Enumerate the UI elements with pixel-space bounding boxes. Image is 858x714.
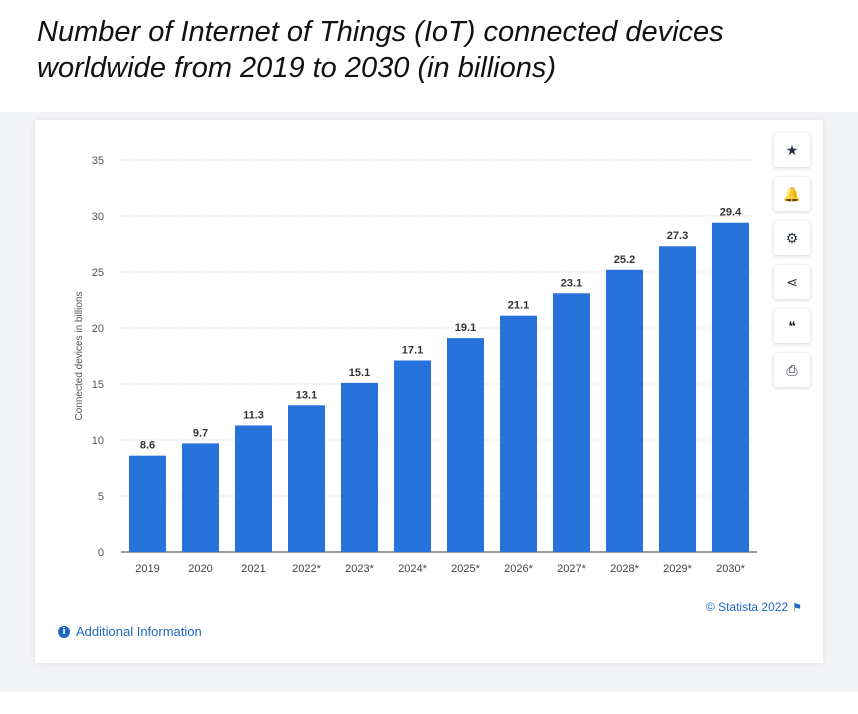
x-tick-label: 2022* [292, 563, 321, 575]
bar [553, 293, 590, 552]
y-tick-label: 35 [92, 155, 104, 167]
x-tick-label: 2024* [398, 563, 427, 575]
bar [288, 405, 325, 552]
star-button[interactable]: ★ [774, 133, 810, 167]
info-icon: i [58, 625, 70, 638]
x-tick-label: 2028* [610, 563, 639, 575]
data-label: 11.3 [243, 409, 264, 421]
quote-icon: ❝ [788, 317, 796, 334]
data-label: 13.1 [296, 389, 317, 401]
share-icon: ⋖ [786, 273, 798, 290]
y-tick-label: 0 [98, 547, 104, 559]
y-tick-label: 10 [92, 435, 104, 447]
x-tick-label: 2021 [241, 563, 265, 575]
bar [659, 246, 696, 553]
statista-credit[interactable]: © Statista 2022 ⚑ [680, 600, 802, 614]
bar [394, 360, 431, 552]
data-label: 17.1 [402, 344, 423, 356]
x-tick-label: 2027* [557, 563, 586, 575]
x-tick-label: 2019 [135, 563, 159, 575]
bar [182, 443, 219, 552]
bar [129, 455, 166, 552]
data-label: 27.3 [667, 230, 688, 242]
gear-button[interactable]: ⚙ [774, 221, 810, 255]
bar [606, 269, 643, 552]
additional-information-link[interactable]: i Additional Information [58, 624, 202, 639]
flag-icon[interactable]: ⚑ [792, 602, 802, 614]
bar [500, 315, 537, 552]
x-tick-label: 2020 [188, 563, 212, 575]
print-icon: ⎙ [786, 361, 798, 378]
data-label: 23.1 [561, 277, 582, 289]
data-label: 19.1 [455, 322, 476, 334]
y-tick-label: 20 [92, 323, 104, 335]
y-axis-label: Connected devices in billions [74, 292, 85, 421]
data-label: 29.4 [720, 207, 742, 219]
quote-button[interactable]: ❝ [774, 309, 810, 343]
data-label: 8.6 [140, 440, 155, 452]
gear-icon: ⚙ [785, 229, 799, 246]
y-tick-label: 15 [92, 379, 104, 391]
share-button[interactable]: ⋖ [774, 265, 810, 299]
bar [447, 338, 484, 552]
data-label: 21.1 [508, 300, 529, 312]
credit-text[interactable]: © Statista 2022 [705, 600, 789, 614]
x-tick-label: 2026* [504, 563, 533, 575]
additional-information-label[interactable]: Additional Information [76, 624, 202, 639]
data-label: 9.7 [193, 427, 208, 439]
y-tick-label: 30 [92, 211, 104, 223]
bell-icon: 🔔 [783, 185, 801, 202]
data-label: 25.2 [614, 254, 635, 266]
bar [235, 425, 272, 552]
page-title: Number of Internet of Things (IoT) conne… [37, 16, 724, 84]
bar [341, 382, 378, 552]
print-button[interactable]: ⎙ [774, 353, 810, 387]
bell-button[interactable]: 🔔 [774, 177, 810, 211]
x-tick-label: 2029* [663, 563, 692, 575]
data-label: 15.1 [349, 367, 370, 379]
chart-toolbar: ★ 🔔 ⚙ ⋖ ❝ ⎙ [774, 133, 810, 397]
star-icon: ★ [785, 141, 799, 158]
y-tick-label: 25 [92, 267, 104, 279]
y-tick-label: 5 [98, 491, 104, 503]
bar [712, 222, 749, 552]
x-tick-label: 2023* [345, 563, 374, 575]
x-tick-label: 2025* [451, 563, 480, 575]
x-tick-label: 2030* [716, 563, 745, 575]
